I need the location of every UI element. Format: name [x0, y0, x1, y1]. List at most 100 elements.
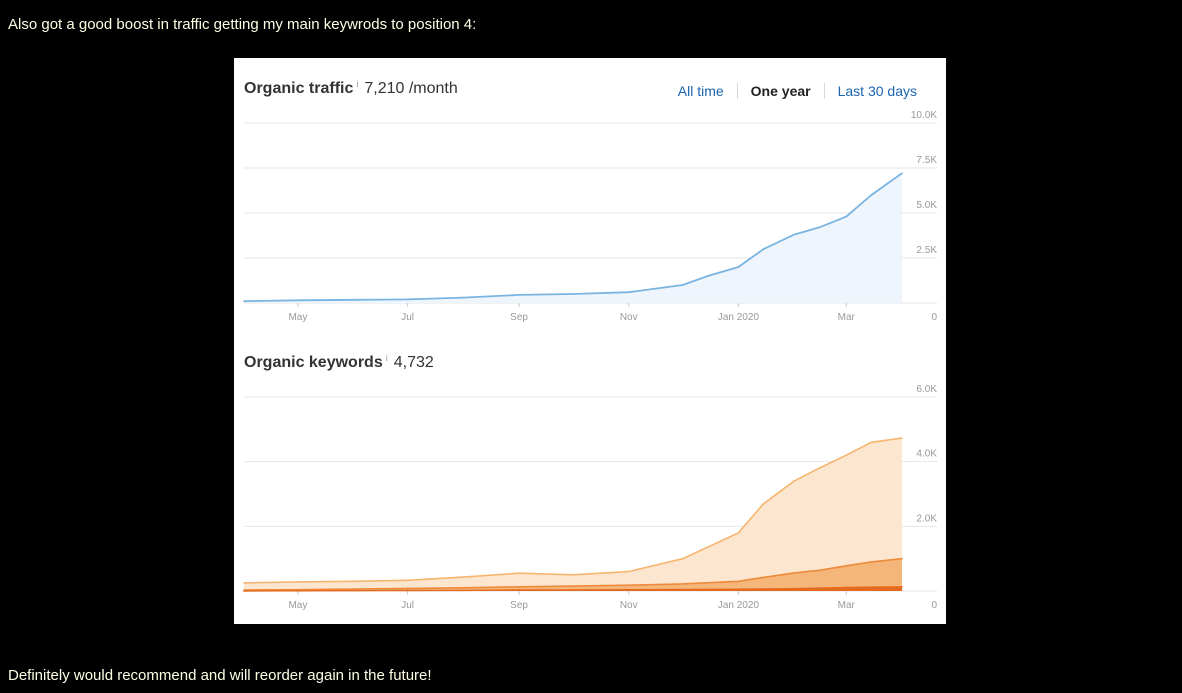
keywords-data-point [462, 586, 465, 589]
ahrefs-overview-panel: Organic traffic i 7,210 /month All time … [234, 58, 946, 624]
traffic-x-tick-label: Nov [620, 312, 638, 323]
keywords-data-point [762, 502, 765, 505]
traffic-y-tick-label: 0 [931, 312, 937, 323]
keywords-y-tick-label: 4.0K [916, 449, 937, 460]
keywords-title: Organic keywords [244, 354, 383, 371]
keywords-data-point [737, 588, 740, 591]
traffic-y-tick-label: 2.5K [916, 245, 937, 256]
keywords-header: Organic keywords i 4,732 [244, 353, 434, 372]
keywords-data-point [406, 589, 409, 592]
keywords-data-point [627, 570, 630, 573]
keywords-x-tick-label: Jul [401, 600, 414, 611]
traffic-data-point [572, 293, 574, 295]
tab-last-30-days[interactable]: Last 30 days [837, 83, 917, 99]
keywords-data-point [818, 587, 821, 589]
traffic-data-point [681, 284, 684, 286]
keywords-data-point [793, 480, 795, 482]
keywords-data-point [627, 584, 630, 586]
keywords-data-point [406, 587, 409, 590]
keywords-area-series-3 [244, 586, 902, 591]
keywords-area-series-2 [244, 558, 902, 591]
traffic-data-point [352, 298, 355, 301]
traffic-x-tick-label: Mar [838, 312, 856, 323]
keywords-data-point [845, 454, 848, 457]
keywords-line-series-3 [243, 586, 903, 592]
keywords-data-point [518, 572, 520, 575]
info-icon[interactable]: i [385, 353, 388, 363]
keywords-data-point [901, 585, 903, 588]
traffic-value: 7,210 /month [364, 80, 458, 97]
traffic-y-tick-label: 5.0K [916, 200, 937, 211]
traffic-data-point [518, 294, 520, 296]
keywords-data-point [818, 467, 821, 469]
info-icon[interactable]: i [356, 79, 359, 89]
keywords-data-point [762, 576, 765, 579]
keywords-y-tick-label: 6.0K [916, 384, 937, 395]
traffic-data-point [793, 233, 795, 236]
keywords-data-point [462, 589, 465, 592]
keywords-data-point [737, 580, 740, 583]
traffic-data-point [870, 194, 873, 196]
traffic-data-point [737, 266, 740, 268]
traffic-x-tick-label: May [288, 312, 307, 323]
keywords-data-point [243, 582, 245, 584]
tab-divider [736, 83, 738, 99]
traffic-data-point [901, 172, 903, 175]
keywords-data-point [352, 588, 355, 590]
keywords-data-point [737, 532, 740, 534]
traffic-data-point [627, 291, 630, 293]
post-intro-text: Also got a good boost in traffic getting… [8, 16, 477, 33]
keywords-data-point [793, 572, 795, 574]
keywords-data-point [518, 585, 520, 588]
traffic-y-tick-label: 10.0K [911, 110, 937, 121]
traffic-data-point [462, 296, 465, 299]
keywords-data-point [243, 590, 245, 592]
keywords-x-tick-label: Sep [510, 600, 528, 611]
keywords-data-point [793, 587, 795, 590]
keywords-data-point [818, 569, 821, 572]
keywords-y-tick-label: 2.0K [916, 513, 937, 524]
keywords-data-point [901, 437, 903, 439]
keywords-data-point [762, 588, 765, 590]
keywords-data-point [572, 589, 574, 591]
keywords-x-tick-label: Nov [620, 600, 638, 611]
keywords-x-tick-label: Mar [838, 600, 856, 611]
traffic-y-tick-label: 7.5K [916, 155, 937, 166]
keywords-data-point [681, 588, 684, 591]
keywords-data-point [845, 586, 848, 589]
keywords-data-point [518, 589, 520, 591]
keywords-x-tick-label: May [288, 600, 307, 611]
keywords-data-point [352, 589, 355, 592]
traffic-data-point [818, 226, 821, 229]
traffic-data-point [243, 300, 245, 302]
keywords-data-point [845, 564, 848, 567]
traffic-data-point [845, 215, 848, 218]
tab-all-time[interactable]: All time [677, 83, 724, 99]
tab-one-year[interactable]: One year [750, 83, 811, 99]
keywords-data-point [681, 557, 684, 560]
keywords-data-point [870, 441, 873, 444]
traffic-data-point [297, 299, 299, 302]
keywords-y-tick-label: 0 [931, 600, 937, 611]
traffic-data-point [762, 248, 765, 250]
keywords-data-point [572, 585, 574, 587]
keywords-area-series-1 [244, 438, 902, 591]
traffic-title: Organic traffic [244, 80, 354, 97]
keywords-data-point [462, 576, 465, 578]
keywords-data-point [870, 586, 873, 588]
keywords-data-point [406, 579, 409, 582]
keywords-value: 4,732 [393, 354, 434, 371]
keywords-line-series-1 [243, 437, 903, 584]
charts-canvas: 0 2.5K 5.0K 7.5K 10.0K May Jul Sep Nov Jan 2020 Ma… [243, 110, 937, 611]
traffic-area-series-1 [244, 173, 902, 303]
keywords-x-tick-label: Jan 2020 [718, 600, 760, 611]
keywords-data-point [901, 557, 903, 560]
keywords-data-point [297, 590, 299, 592]
keywords-line-series-2 [243, 557, 903, 591]
keywords-data-point [870, 561, 873, 563]
range-tabs: All time One year Last 30 days [678, 83, 917, 99]
traffic-x-tick-label: Sep [510, 312, 528, 323]
traffic-header: Organic traffic i 7,210 /month [244, 79, 458, 98]
keywords-data-point [352, 580, 355, 583]
traffic-x-tick-label: Jan 2020 [718, 312, 760, 323]
